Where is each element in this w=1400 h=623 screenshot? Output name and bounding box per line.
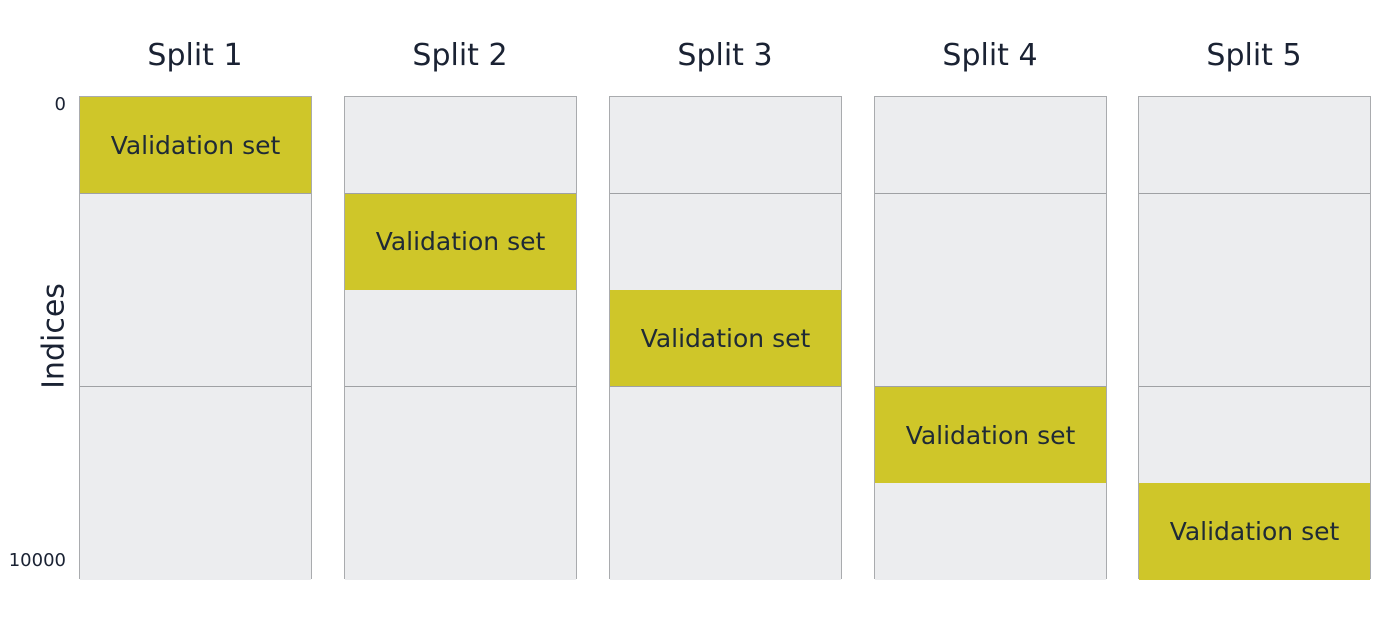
training-fold xyxy=(1139,290,1370,387)
training-fold xyxy=(875,290,1106,387)
split-column-1: Validation set xyxy=(79,96,312,579)
training-fold xyxy=(610,483,841,580)
validation-set-label: Validation set xyxy=(376,227,546,256)
training-fold xyxy=(875,483,1106,580)
training-fold xyxy=(345,483,576,580)
training-fold xyxy=(875,97,1106,194)
split-title-5: Split 5 xyxy=(1137,34,1371,78)
split-column-2: Validation set xyxy=(344,96,577,579)
training-fold xyxy=(345,97,576,194)
validation-fold: Validation set xyxy=(1139,483,1370,580)
training-fold xyxy=(80,290,311,387)
validation-fold: Validation set xyxy=(80,97,311,194)
training-fold xyxy=(80,483,311,580)
validation-fold: Validation set xyxy=(610,290,841,387)
y-tick-start: 0 xyxy=(40,94,66,115)
validation-set-label: Validation set xyxy=(641,324,811,353)
training-fold xyxy=(80,387,311,484)
training-fold xyxy=(875,194,1106,291)
split-title-1: Split 1 xyxy=(78,34,312,78)
training-fold xyxy=(1139,97,1370,194)
training-fold xyxy=(80,194,311,291)
training-fold xyxy=(345,290,576,387)
validation-set-label: Validation set xyxy=(906,421,1076,450)
validation-fold: Validation set xyxy=(345,194,576,291)
training-fold xyxy=(610,387,841,484)
y-tick-end: 10000 xyxy=(0,550,66,571)
split-column-5: Validation set xyxy=(1138,96,1371,579)
split-column-3: Validation set xyxy=(609,96,842,579)
training-fold xyxy=(610,194,841,291)
validation-set-label: Validation set xyxy=(111,131,281,160)
training-fold xyxy=(610,97,841,194)
split-title-4: Split 4 xyxy=(873,34,1107,78)
training-fold xyxy=(1139,194,1370,291)
validation-set-label: Validation set xyxy=(1170,517,1340,546)
training-fold xyxy=(345,387,576,484)
training-fold xyxy=(1139,387,1370,484)
split-title-3: Split 3 xyxy=(608,34,842,78)
y-axis-label: Indices xyxy=(37,283,72,389)
split-column-4: Validation set xyxy=(874,96,1107,579)
validation-fold: Validation set xyxy=(875,387,1106,484)
split-title-2: Split 2 xyxy=(343,34,577,78)
